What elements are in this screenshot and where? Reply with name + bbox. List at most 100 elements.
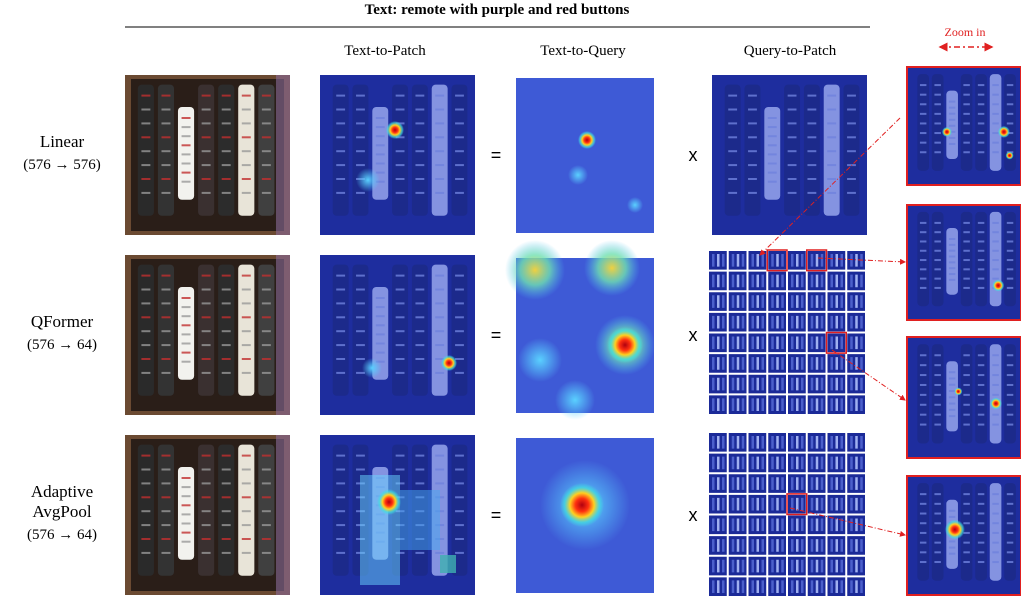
- remote-buttons: [435, 150, 444, 152]
- remote-buttons: [827, 192, 836, 194]
- remote-buttons: [455, 510, 464, 512]
- remote-buttons: [262, 150, 271, 152]
- remote-buttons: [992, 151, 998, 153]
- patch-remote: [801, 436, 804, 449]
- remote-buttons: [161, 344, 170, 346]
- remote-buttons: [978, 374, 984, 376]
- remote-buttons: [336, 455, 345, 457]
- remote-buttons: [242, 330, 251, 332]
- patch-remote: [850, 560, 853, 573]
- patch-remote: [722, 539, 725, 552]
- remote-buttons: [978, 122, 984, 124]
- remote-buttons: [141, 95, 150, 97]
- remote-buttons: [222, 109, 231, 111]
- remote-buttons: [934, 542, 940, 544]
- patch-remote: [737, 519, 740, 532]
- remote-buttons: [963, 132, 969, 134]
- patch-remote: [821, 295, 824, 308]
- remote-buttons: [262, 469, 271, 471]
- remote-buttons: [376, 324, 385, 326]
- remote-buttons: [435, 192, 444, 194]
- patch-remote: [821, 378, 824, 391]
- patch-remote: [771, 398, 774, 411]
- remote-buttons: [415, 136, 424, 138]
- remote: [432, 85, 448, 216]
- remote-buttons: [455, 275, 464, 277]
- remote-buttons: [242, 289, 251, 291]
- remote-buttons: [182, 333, 191, 335]
- patch-remote: [776, 580, 779, 593]
- patch-remote: [717, 337, 720, 350]
- patch-remote: [831, 398, 834, 411]
- remote-buttons: [336, 538, 345, 540]
- patch-remote: [771, 539, 774, 552]
- remote: [824, 85, 840, 216]
- remote-buttons: [978, 132, 984, 134]
- remote-buttons: [934, 374, 940, 376]
- remote-buttons: [992, 122, 998, 124]
- patch-remote: [712, 477, 715, 490]
- patch-glow: [400, 490, 440, 550]
- patch-remote: [801, 477, 804, 490]
- remote-buttons: [827, 136, 836, 138]
- remote-buttons: [963, 503, 969, 505]
- remote-buttons: [396, 150, 405, 152]
- remote-buttons: [1007, 513, 1013, 515]
- remote-buttons: [992, 414, 998, 416]
- patch-remote: [801, 254, 804, 267]
- remote: [392, 85, 408, 216]
- remote-buttons: [242, 150, 251, 152]
- remote-buttons: [376, 343, 385, 345]
- remote-buttons: [748, 192, 757, 194]
- patch-remote: [855, 580, 858, 593]
- remote-buttons: [262, 372, 271, 374]
- remote-buttons: [182, 532, 191, 534]
- remote-buttons: [415, 469, 424, 471]
- remote-buttons: [182, 153, 191, 155]
- patch-remote: [757, 378, 760, 391]
- remote-buttons: [934, 522, 940, 524]
- remote-buttons: [920, 84, 926, 86]
- remote-buttons: [455, 358, 464, 360]
- remotes: [725, 85, 860, 216]
- remote-buttons: [396, 109, 405, 111]
- patch-remote: [831, 295, 834, 308]
- remote-buttons: [222, 496, 231, 498]
- patch-remote: [850, 436, 853, 449]
- remote-buttons: [455, 164, 464, 166]
- patch-remote: [781, 357, 784, 370]
- remote-buttons: [978, 384, 984, 386]
- remote-buttons: [396, 164, 405, 166]
- remote-buttons: [182, 513, 191, 515]
- patch-remote: [757, 498, 760, 511]
- remote-buttons: [992, 113, 998, 115]
- patch-remote: [836, 254, 839, 267]
- patch-remote: [732, 378, 735, 391]
- patch-remote: [855, 498, 858, 511]
- remote-buttons: [141, 552, 150, 554]
- patch-remote: [717, 295, 720, 308]
- remote-buttons: [1007, 522, 1013, 524]
- heat-spot: [518, 338, 562, 382]
- remote-buttons: [728, 192, 737, 194]
- remote-buttons: [161, 95, 170, 97]
- remote-buttons: [161, 552, 170, 554]
- patch-remote: [791, 378, 794, 391]
- patch-remote: [737, 357, 740, 370]
- remote-buttons: [992, 551, 998, 553]
- remote-buttons: [768, 135, 777, 137]
- patch-remote: [850, 539, 853, 552]
- remote-buttons: [963, 287, 969, 289]
- heat-spot: [441, 355, 457, 371]
- patch-remote: [831, 477, 834, 490]
- remote-buttons: [827, 178, 836, 180]
- patch-remote: [752, 539, 755, 552]
- patch-remote: [836, 539, 839, 552]
- patch-remote: [732, 580, 735, 593]
- row-dims: (576 → 576): [23, 157, 101, 173]
- remote-buttons: [847, 192, 856, 194]
- remote-buttons: [1007, 103, 1013, 105]
- remote-buttons: [202, 289, 211, 291]
- remote-buttons: [934, 414, 940, 416]
- patch-remote: [841, 378, 844, 391]
